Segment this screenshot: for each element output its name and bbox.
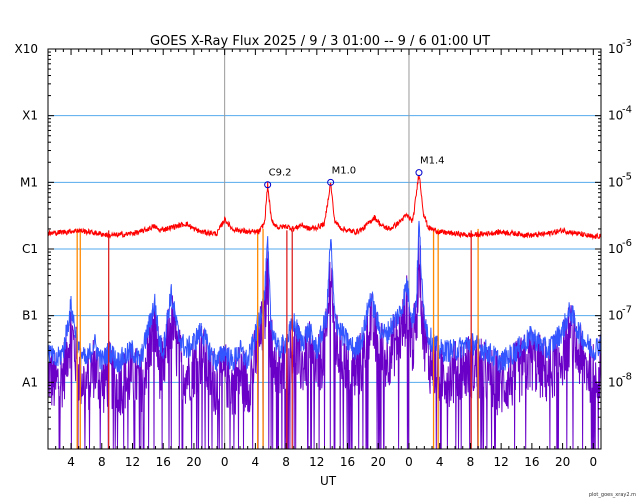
x-tick-label: 4 [252, 455, 260, 469]
x-tick-label: 12 [494, 455, 509, 469]
y-tick-label-right: 10 [608, 242, 623, 256]
x-tick-label: 20 [186, 455, 201, 469]
x-tick-label: 8 [467, 455, 475, 469]
xray-long-line [47, 174, 602, 241]
flare-marker [415, 169, 423, 177]
y-tick-label-left: A1 [22, 375, 38, 389]
y-tick-exponent-right: -7 [622, 305, 632, 316]
x-tick-label: 8 [282, 455, 290, 469]
x-tick-label: 0 [589, 455, 597, 469]
xray-short-line [47, 220, 602, 374]
flare-label: C9.2 [269, 168, 292, 179]
flare-label: M1.4 [420, 156, 445, 167]
x-tick-label: 12 [309, 455, 324, 469]
y-tick-exponent-right: -4 [622, 105, 632, 116]
y-tick-label-right: 10 [608, 309, 623, 323]
x-tick-label: 12 [125, 455, 140, 469]
y-tick-label-left: X1 [22, 109, 38, 123]
y-tick-label-left: M1 [20, 175, 38, 189]
chart-title: GOES X-Ray Flux 2025 / 9 / 3 01:00 -- 9 … [150, 34, 490, 49]
y-tick-exponent-right: -3 [622, 38, 632, 49]
y-tick-label-right: 10 [608, 175, 623, 189]
x-tick-label: 4 [436, 455, 444, 469]
y-tick-exponent-right: -6 [622, 238, 632, 249]
y-tick-label-left: X10 [15, 42, 39, 56]
flare-marker [264, 181, 272, 189]
x-axis-label: UT [320, 474, 337, 488]
flare-label: M1.0 [332, 165, 357, 176]
x-tick-label: 8 [98, 455, 106, 469]
y-tick-exponent-right: -5 [622, 171, 632, 182]
y-tick-label-right: 10 [608, 375, 623, 389]
y-tick-exponent-right: -8 [622, 371, 632, 382]
x-tick-label: 0 [405, 455, 413, 469]
x-tick-label: 16 [524, 455, 539, 469]
x-tick-label: 16 [156, 455, 171, 469]
y-tick-label-left: C1 [22, 242, 38, 256]
x-tick-label: 20 [555, 455, 570, 469]
x-tick-label: 4 [67, 455, 75, 469]
x-tick-label: 16 [340, 455, 355, 469]
footer-text: plot_goes_xray2.m [589, 492, 636, 498]
y-tick-label-left: B1 [22, 309, 38, 323]
flare-marker [327, 178, 335, 186]
x-tick-label: 20 [371, 455, 386, 469]
y-tick-label-right: 10 [608, 109, 623, 123]
x-tick-label: 0 [221, 455, 229, 469]
y-tick-label-right: 10 [608, 42, 623, 56]
